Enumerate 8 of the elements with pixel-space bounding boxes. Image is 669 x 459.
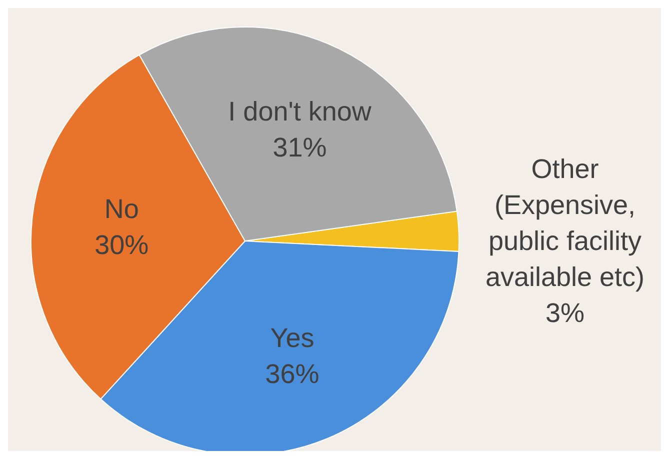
data-label: 30% (94, 230, 149, 260)
data-label: 3% (545, 298, 585, 328)
slice-label: Other (Expensive, public facility available etc) (485, 154, 645, 292)
data-label: 36% (265, 358, 320, 389)
slice-label: Yes (270, 322, 314, 353)
slice-label: No (104, 194, 139, 224)
slice-label: I don't know (228, 96, 372, 127)
data-label: 31% (272, 132, 327, 163)
